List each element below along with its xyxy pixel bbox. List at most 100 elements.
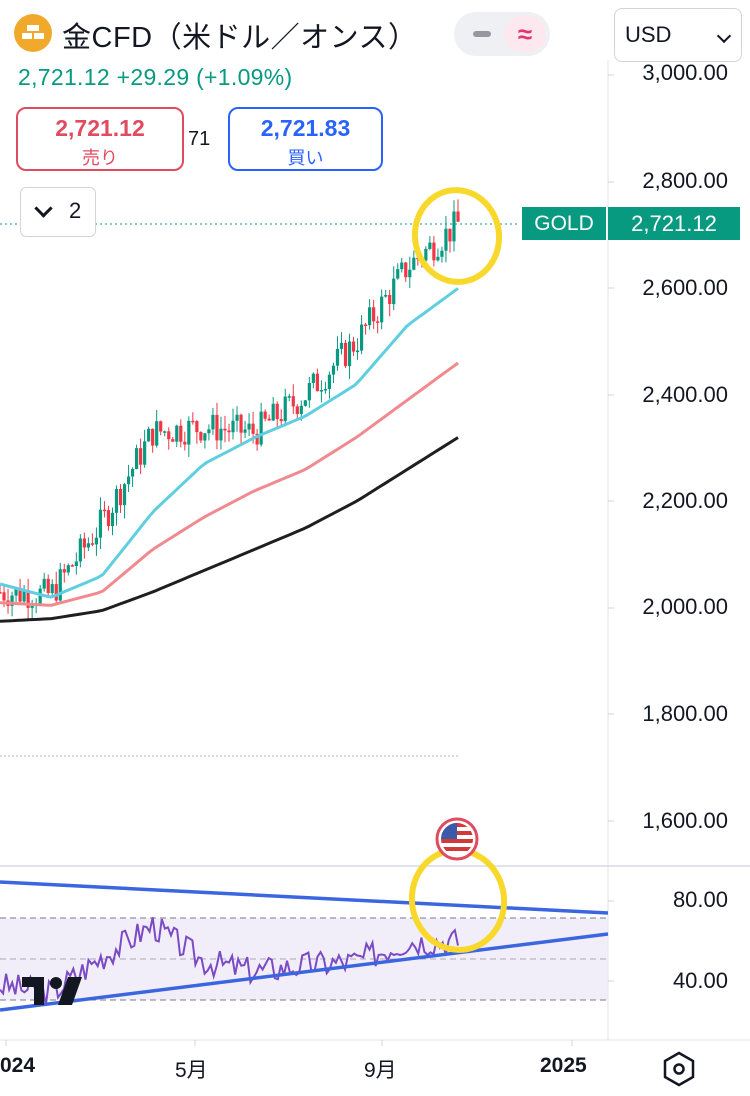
candle-body — [62, 569, 66, 573]
candle-body — [408, 269, 412, 278]
candle-body — [355, 350, 360, 353]
moving-average-mid — [0, 361, 459, 607]
candle-body — [215, 414, 219, 441]
candle-body — [155, 421, 159, 446]
candle-body — [86, 543, 90, 548]
axis-ticks — [608, 74, 614, 982]
price-tick: 2,000.00 — [642, 594, 728, 619]
candle-body — [392, 278, 396, 305]
candle-body — [436, 256, 440, 261]
candle-body — [102, 509, 107, 512]
current-price-tag: 2,721.12 — [608, 207, 740, 240]
candle-body — [299, 405, 303, 415]
candle-body — [376, 321, 380, 323]
rsi-tick: 40.00 — [672, 968, 728, 993]
symbol-title[interactable]: 金CFD（米ドル／オンス） — [62, 22, 418, 54]
candle-body — [448, 228, 452, 242]
candle-body — [227, 430, 231, 433]
rsi-trendline-lower[interactable] — [0, 932, 609, 1012]
spread-value: 71 — [188, 128, 211, 150]
sell-button[interactable]: 2,721.12 売り — [16, 107, 184, 171]
candle-body — [404, 262, 408, 278]
price-change-line: 2,721.12 +29.29 (+1.09%) — [18, 64, 293, 90]
candle-body — [50, 584, 54, 594]
rsi-trendline-upper[interactable] — [0, 880, 609, 915]
candle-body — [82, 538, 86, 548]
price-tick: 2,200.00 — [642, 488, 728, 513]
settings-icon[interactable] — [663, 1051, 695, 1087]
candle-body — [396, 269, 400, 279]
candle-body — [347, 341, 352, 367]
time-label: 9月 — [364, 1059, 397, 1082]
time-label: 2025 — [540, 1054, 587, 1077]
candle-body — [247, 423, 251, 430]
candle-body — [78, 538, 82, 562]
candle-body — [203, 433, 207, 441]
buy-button[interactable]: 2,721.83 買い — [228, 107, 383, 171]
candle-body — [211, 414, 215, 430]
candle-body — [98, 509, 103, 538]
candle-body — [179, 425, 183, 442]
candle-body — [139, 448, 143, 465]
candle-body — [171, 439, 175, 442]
candle-body — [183, 441, 187, 445]
candle-body — [54, 584, 58, 601]
candle-body — [339, 342, 344, 349]
candle-body — [287, 396, 291, 398]
candle-body — [0, 592, 2, 594]
tradingview-logo — [22, 977, 82, 1005]
candle-body — [335, 348, 340, 366]
candle-body — [114, 488, 119, 513]
candle-body — [219, 428, 223, 441]
candle-body — [307, 382, 311, 401]
currency-select[interactable]: USD — [614, 8, 742, 62]
candle-body — [207, 429, 211, 434]
candle-body — [424, 248, 428, 261]
candle-body — [46, 578, 50, 594]
price-tick: 1,600.00 — [642, 808, 728, 833]
candle-body — [151, 428, 155, 446]
symbol-price-tag: GOLD — [522, 207, 606, 240]
candle-body — [239, 414, 243, 433]
candle-body — [384, 294, 388, 297]
candle-body — [10, 595, 14, 606]
candlesticks — [0, 199, 460, 621]
moving-average-fast — [0, 287, 459, 599]
candle-body — [315, 373, 319, 392]
moving-average-slow — [0, 436, 459, 623]
candle-body — [130, 468, 135, 477]
indicators-toggle-button[interactable]: 2 — [20, 187, 96, 237]
candle-body — [372, 307, 376, 322]
candle-body — [2, 592, 6, 601]
candle-body — [452, 211, 456, 242]
candle-body — [30, 605, 34, 608]
price-tick: 3,000.00 — [642, 60, 728, 85]
minus-icon[interactable] — [462, 18, 502, 50]
rsi-tick: 80.00 — [672, 887, 728, 912]
candle-body — [267, 418, 271, 421]
candle-body — [412, 257, 416, 270]
indicator-count: 2 — [69, 198, 82, 223]
candle-body — [331, 365, 336, 375]
time-label: 5月 — [175, 1059, 208, 1082]
candle-body — [90, 543, 95, 545]
highlight-circle-price — [411, 187, 503, 285]
candle-body — [283, 396, 287, 422]
buy-price: 2,721.83 — [260, 115, 351, 141]
candle-body — [259, 411, 263, 445]
candle-body — [195, 421, 199, 433]
candle-body — [159, 421, 163, 432]
candle-body — [191, 420, 195, 423]
chevron-down-icon — [34, 199, 53, 218]
candle-body — [456, 211, 460, 222]
candle-body — [380, 296, 384, 323]
candle-body — [263, 411, 267, 419]
candle-body — [243, 429, 247, 433]
candle-body — [271, 403, 275, 421]
chart-mode-toggle[interactable]: ≈ — [454, 12, 550, 56]
candle-body — [199, 432, 203, 441]
approx-icon[interactable]: ≈ — [504, 16, 546, 52]
gold-bars-icon — [14, 14, 52, 52]
us-flag-icon[interactable] — [435, 817, 479, 861]
